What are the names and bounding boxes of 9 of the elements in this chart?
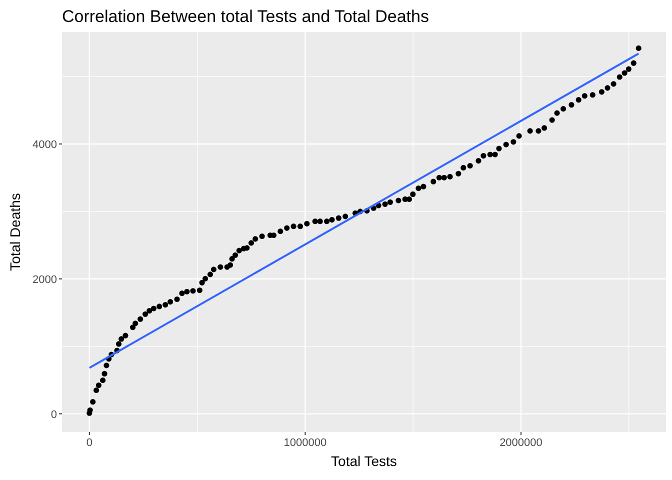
- x-tick-label: 2000000: [500, 437, 542, 449]
- y-tick-label: 0: [50, 408, 57, 421]
- x-tick-label: 1000000: [284, 437, 327, 449]
- x-axis-title: Total Tests: [331, 453, 397, 469]
- y-tick-label: 2000: [32, 274, 57, 286]
- y-axis-title: Total Deaths: [7, 193, 23, 271]
- y-tick-label: 4000: [32, 138, 57, 151]
- chart-title: Correlation Between total Tests and Total Deaths: [62, 7, 429, 26]
- x-tick-label: 0: [86, 437, 92, 449]
